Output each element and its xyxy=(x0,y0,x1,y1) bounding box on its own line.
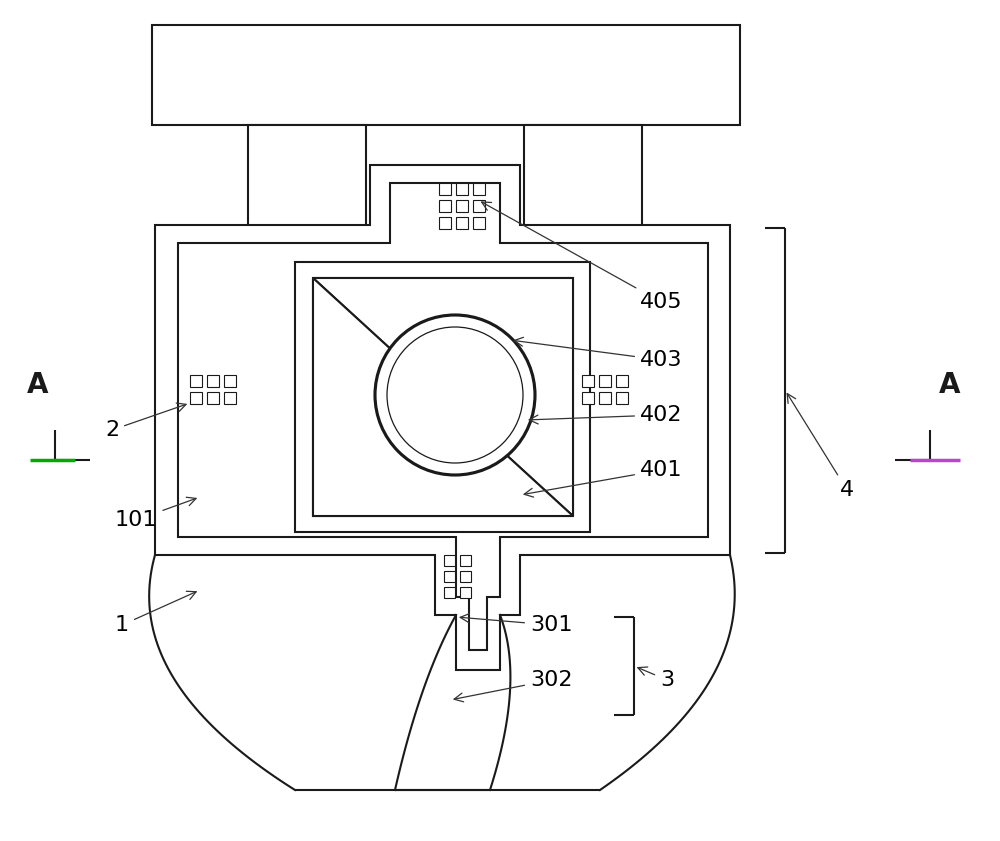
Text: 101: 101 xyxy=(115,497,196,530)
Text: 401: 401 xyxy=(524,460,682,497)
Bar xyxy=(582,375,594,387)
Bar xyxy=(224,375,236,387)
Bar xyxy=(207,375,219,387)
Text: 405: 405 xyxy=(482,202,683,312)
Polygon shape xyxy=(155,165,730,670)
Text: 2: 2 xyxy=(105,403,186,440)
Bar xyxy=(473,217,485,229)
Bar xyxy=(456,183,468,195)
Bar xyxy=(439,183,451,195)
Bar xyxy=(248,125,366,260)
Text: A: A xyxy=(939,371,961,399)
Bar xyxy=(582,392,594,404)
Bar xyxy=(473,200,485,212)
Bar xyxy=(190,375,202,387)
Bar xyxy=(473,183,485,195)
Polygon shape xyxy=(313,278,573,516)
Text: 403: 403 xyxy=(514,337,682,370)
Circle shape xyxy=(375,315,535,475)
Bar xyxy=(207,392,219,404)
Bar xyxy=(439,200,451,212)
Polygon shape xyxy=(313,278,573,516)
Bar xyxy=(224,392,236,404)
Bar xyxy=(190,392,202,404)
Polygon shape xyxy=(178,183,708,650)
Text: 4: 4 xyxy=(787,394,854,500)
Bar xyxy=(313,278,573,516)
Bar xyxy=(616,392,628,404)
Bar xyxy=(460,587,471,598)
Text: 402: 402 xyxy=(529,405,682,425)
Text: 3: 3 xyxy=(638,667,674,690)
Bar xyxy=(616,375,628,387)
Bar xyxy=(152,25,740,125)
Bar xyxy=(524,125,642,260)
Bar xyxy=(295,262,590,532)
Text: 1: 1 xyxy=(115,591,196,635)
Text: 301: 301 xyxy=(460,614,572,635)
Bar xyxy=(439,217,451,229)
Text: 302: 302 xyxy=(454,670,572,702)
Bar xyxy=(460,571,471,582)
Bar xyxy=(444,571,455,582)
Bar xyxy=(444,587,455,598)
Bar xyxy=(599,375,611,387)
Bar xyxy=(599,392,611,404)
Text: A: A xyxy=(27,371,49,399)
Bar xyxy=(460,555,471,566)
Bar xyxy=(456,200,468,212)
Circle shape xyxy=(387,327,523,463)
Bar xyxy=(456,217,468,229)
Bar xyxy=(444,555,455,566)
